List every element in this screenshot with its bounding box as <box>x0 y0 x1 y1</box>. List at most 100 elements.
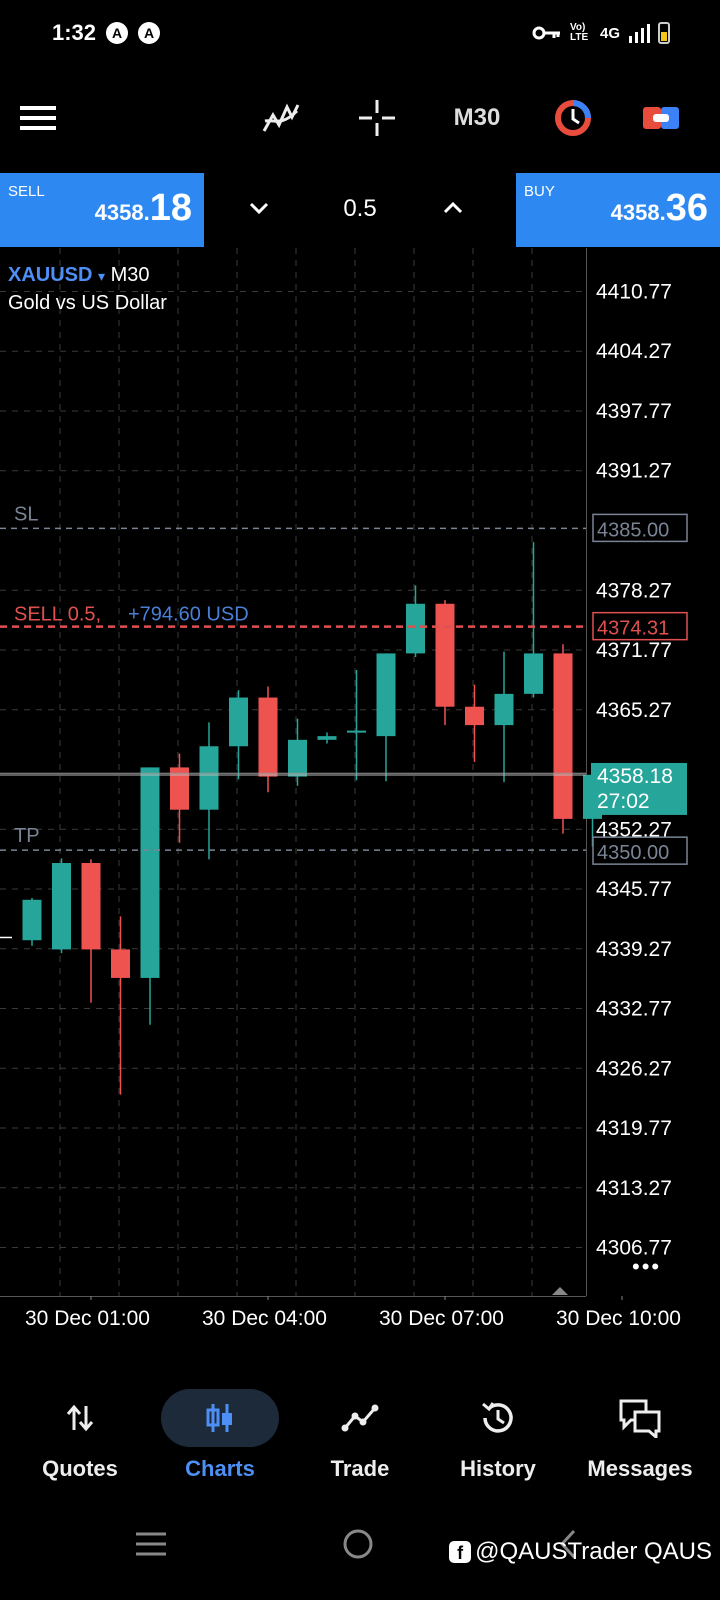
facebook-icon: f <box>449 1541 472 1563</box>
buy-label: BUY <box>524 183 555 200</box>
back-icon[interactable] <box>556 1528 580 1560</box>
sell-label: SELL <box>8 183 45 200</box>
one-click-trading-button[interactable] <box>548 78 598 158</box>
watermark-text: @QAUSTrader QAUS <box>475 1538 712 1565</box>
price-tick-label: 4319.77 <box>596 1117 672 1140</box>
candle-bull <box>347 730 366 733</box>
chart-canvas[interactable]: 4410.77 4404.27 4397.77 4391.27 4378.27 4371.… <box>0 248 720 1348</box>
buy-button[interactable]: BUY 4358.36 <box>516 173 720 247</box>
trade-icon <box>341 1404 379 1432</box>
time-tick-label: 30 Dec 10:00 <box>556 1307 681 1330</box>
indicators-button[interactable] <box>256 78 306 158</box>
menu-button[interactable] <box>14 78 62 158</box>
chevron-up-icon[interactable] <box>438 193 468 223</box>
candle-bull <box>140 767 160 978</box>
symbol-label[interactable]: XAUUSD <box>8 264 93 286</box>
buy-price: 4358.36 <box>611 187 708 230</box>
price-tick-label: 4365.27 <box>596 699 672 722</box>
price-tick-label: 4391.27 <box>596 460 672 483</box>
crosshair-button[interactable] <box>352 78 402 158</box>
candle-bull <box>406 603 425 654</box>
time-tick-label: 30 Dec 01:00 <box>25 1307 150 1330</box>
price-tick-label: 4332.77 <box>596 998 672 1021</box>
take-profit-price: 4350.00 <box>597 842 669 864</box>
position-profit: +794.60 USD <box>128 604 249 626</box>
volte-indicator: Vo) LTE <box>569 22 589 43</box>
status-time: 1:32 <box>52 20 97 45</box>
nav-messages[interactable]: Messages <box>568 1376 712 1496</box>
candle-bull <box>22 899 42 941</box>
bottom-nav: Quotes Charts Trade History Messages <box>0 1376 720 1496</box>
nav-label: Messages <box>587 1456 693 1481</box>
price-tick-label: 4397.77 <box>596 400 672 423</box>
symbol-dropdown-icon[interactable]: ▾ <box>98 268 106 284</box>
chevron-down-icon[interactable] <box>244 193 274 223</box>
price-tick-label: 4326.27 <box>596 1057 672 1080</box>
time-tick-label: 30 Dec 04:00 <box>202 1307 327 1330</box>
price-tick-label: 4404.27 <box>596 340 672 363</box>
candle-bear <box>435 603 455 707</box>
status-bar: 1:32 A A Vo) LTE 4G <box>0 0 720 68</box>
symbol-description: Gold vs US Dollar <box>8 292 167 314</box>
candle-bull <box>288 739 307 777</box>
candle-bull <box>199 746 219 810</box>
current-price: 4358.18 <box>597 765 673 788</box>
price-tick-label: 4313.27 <box>596 1177 672 1200</box>
charts-icon <box>206 1404 232 1432</box>
position-label: SELL 0.5, <box>14 604 101 626</box>
history-icon <box>482 1402 513 1433</box>
candle-bear <box>465 706 484 726</box>
time-tick-label: 30 Dec 07:00 <box>379 1307 504 1330</box>
nav-label: Quotes <box>42 1456 118 1481</box>
nav-label: History <box>460 1456 536 1481</box>
more-options-icon[interactable]: ••• <box>632 1254 661 1279</box>
nav-trade[interactable]: Trade <box>288 1376 432 1496</box>
lot-size-value[interactable]: 0.5 <box>343 195 377 222</box>
candle-bull <box>376 653 396 737</box>
recent-apps-icon[interactable] <box>134 1530 168 1558</box>
price-tick-label: 4378.27 <box>596 579 672 602</box>
signal-icon <box>629 24 650 43</box>
nav-charts[interactable]: Charts <box>148 1376 292 1496</box>
nav-history[interactable]: History <box>426 1376 570 1496</box>
notification-icon: A <box>106 22 128 44</box>
chart-toolbar: M30 <box>0 78 720 158</box>
take-profit-price-box <box>592 836 688 865</box>
buy-price-big: 36 <box>665 187 708 229</box>
lot-selector: 0.5 <box>204 173 516 247</box>
trade-toggle-icon <box>643 107 679 129</box>
price-tick-label: 4345.77 <box>596 878 672 901</box>
candle-bull <box>229 697 248 747</box>
stop-loss-price: 4385.00 <box>597 519 669 541</box>
timeframe-button[interactable]: M30 <box>442 78 512 158</box>
sell-price-main: 4358. <box>94 200 150 225</box>
crosshair-icon <box>359 100 395 136</box>
candle-bear <box>258 697 278 777</box>
nav-label: Trade <box>330 1456 390 1481</box>
candle-bull <box>524 653 543 694</box>
nav-label: Charts <box>185 1456 255 1481</box>
one-click-trade-bar: SELL 4358.18 0.5 BUY 4358.36 <box>0 173 720 247</box>
sell-button[interactable]: SELL 4358.18 <box>0 173 204 247</box>
quotes-icon <box>66 1404 94 1432</box>
trade-panel-button[interactable] <box>636 78 686 158</box>
home-icon[interactable] <box>342 1528 374 1560</box>
network-type: 4G <box>599 24 620 42</box>
candle-bull <box>494 693 514 726</box>
price-tick-label: 4371.77 <box>596 639 672 662</box>
current-price-box <box>591 762 687 815</box>
price-tick-label: 4306.77 <box>596 1237 672 1260</box>
chart-symbol-line: XAUUSD ▾ M30 <box>8 264 150 287</box>
price-chart[interactable]: 4410.77 4404.27 4397.77 4391.27 4378.27 4371.… <box>0 248 720 1348</box>
stop-loss-price-box <box>592 513 688 543</box>
candle-bull <box>317 736 337 740</box>
watermark: f @QAUSTrader QAUS <box>449 1538 712 1566</box>
nav-quotes[interactable]: Quotes <box>8 1376 152 1496</box>
sell-price-big: 18 <box>149 187 192 229</box>
candle-bear <box>170 767 189 810</box>
scroll-marker-icon <box>552 1287 568 1295</box>
position-price: 4374.31 <box>597 618 669 640</box>
buy-price-main: 4358. <box>610 200 666 225</box>
price-tick-label: 4352.27 <box>596 818 672 841</box>
indicators-icon <box>262 103 300 132</box>
